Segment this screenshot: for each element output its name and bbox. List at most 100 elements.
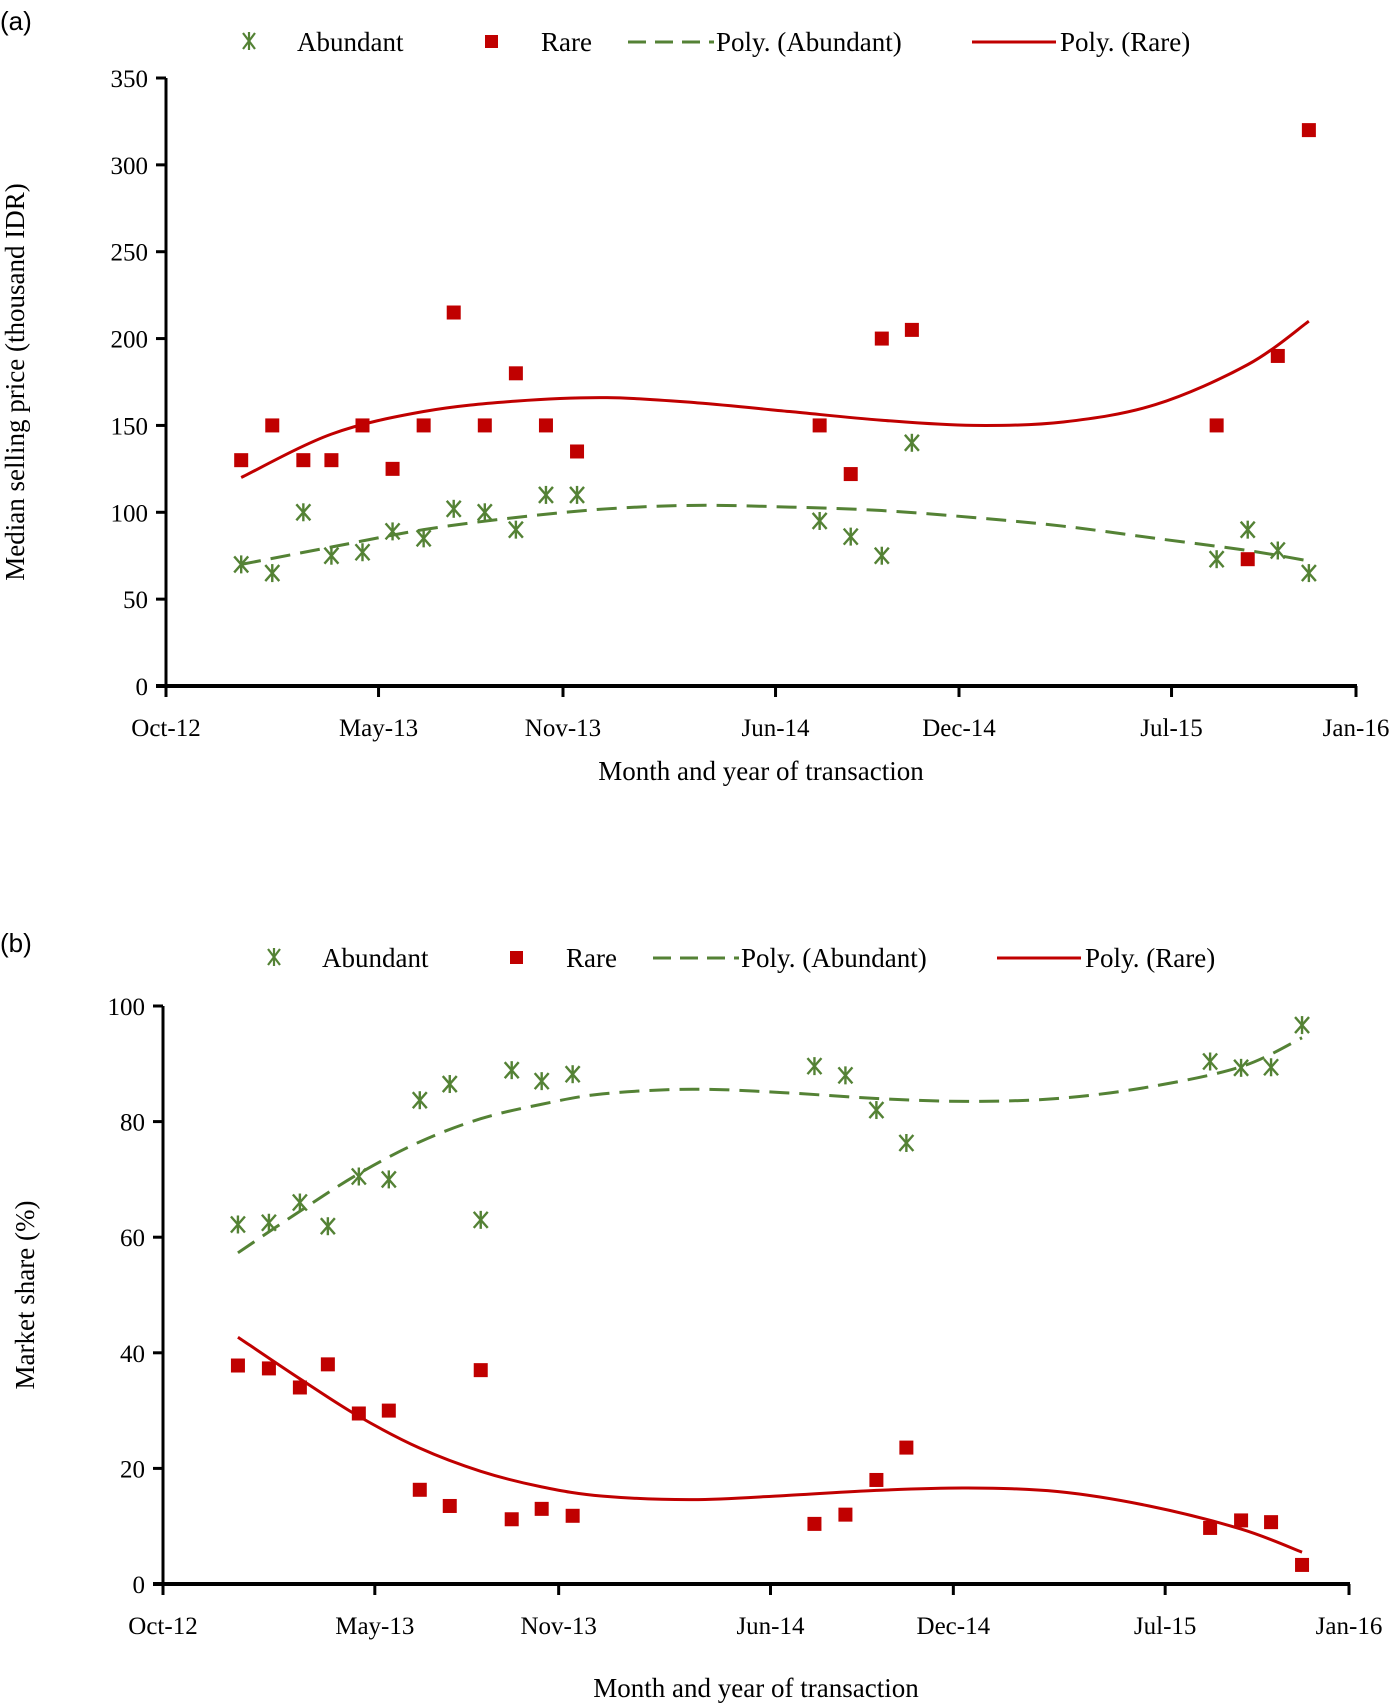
data-point-abundant [264, 564, 281, 583]
y-tick-label: 0 [136, 674, 149, 701]
data-point-abundant [1239, 520, 1256, 539]
data-point-abundant [415, 529, 432, 548]
data-point-rare [838, 1507, 853, 1522]
y-tick-label: 60 [120, 1225, 145, 1252]
data-point-abundant [873, 546, 890, 565]
data-point-abundant [445, 499, 462, 518]
data-point-abundant [319, 1217, 336, 1236]
data-point-abundant [230, 1215, 246, 1234]
data-point-rare [843, 467, 858, 482]
series-poly-rare [240, 319, 1310, 479]
data-point-abundant [898, 1133, 915, 1152]
data-point-abundant [1202, 1052, 1219, 1071]
data-point-rare [324, 453, 339, 468]
data-point-rare [477, 418, 492, 433]
x-tick-label: Jul-15 [1140, 715, 1203, 742]
data-point-rare [234, 453, 249, 468]
data-point-rare [1270, 348, 1285, 363]
y-tick-label: 100 [108, 994, 146, 1021]
y-axis-title: Median selling price (thousand IDR) [0, 183, 30, 580]
legend-square-icon [485, 35, 498, 48]
legend-label-rare: Rare [566, 943, 617, 973]
data-point-rare [261, 1361, 276, 1376]
y-tick-label: 0 [133, 1572, 146, 1599]
legend-label-poly-abundant: Poly. (Abundant) [741, 943, 927, 973]
data-point-rare [1234, 1513, 1249, 1528]
legend: Abundant Rare Poly. (Abundant) Poly. (Rare) [267, 943, 1215, 973]
x-tick-label: Oct-12 [131, 715, 200, 742]
legend: Abundant Rare Poly. (Abundant) Poly. (Rare) [242, 27, 1190, 57]
y-tick-label: 40 [120, 1341, 145, 1368]
data-point-rare [1264, 1515, 1279, 1530]
data-point-abundant [1263, 1058, 1279, 1077]
data-point-rare [446, 305, 461, 320]
series-rare [230, 1357, 1310, 1572]
x-tick-label: Jun-14 [742, 715, 811, 742]
data-point-rare [1295, 1557, 1310, 1572]
data-point-rare [473, 1363, 488, 1378]
x-tick-label: Jun-14 [736, 1613, 805, 1640]
data-point-rare [1240, 552, 1255, 567]
data-point-rare [265, 418, 280, 433]
y-tick-label: 350 [111, 66, 149, 93]
x-tick-label: Jul-15 [1134, 1613, 1197, 1640]
data-point-rare [874, 331, 889, 346]
x-tick-label: Dec-14 [917, 1613, 991, 1640]
series-poly-abundant [240, 503, 1310, 566]
data-point-rare [1301, 123, 1316, 138]
data-point-abundant [354, 543, 371, 562]
y-tick-label: 150 [111, 413, 149, 440]
series-abundant [233, 433, 1317, 583]
y-tick-label: 200 [111, 327, 149, 354]
data-point-abundant [507, 520, 524, 539]
data-point-rare [320, 1357, 335, 1372]
legend-label-poly-abundant: Poly. (Abundant) [716, 27, 902, 57]
data-point-abundant [1269, 541, 1286, 560]
data-point-rare [416, 418, 431, 433]
x-tick-label: May-13 [335, 1613, 414, 1640]
x-tick-label: May-13 [339, 715, 418, 742]
data-point-rare [412, 1482, 427, 1497]
data-point-rare [570, 444, 585, 459]
data-point-abundant [472, 1210, 489, 1229]
y-tick-label: 50 [123, 587, 148, 614]
trendline [237, 1335, 1303, 1554]
data-point-rare [1203, 1520, 1218, 1535]
trendline [237, 1036, 1303, 1255]
data-point-abundant [291, 1193, 308, 1212]
data-point-abundant [441, 1075, 458, 1094]
trendline [240, 503, 1310, 566]
data-point-rare [899, 1440, 914, 1455]
data-point-rare [904, 322, 919, 337]
panel-label: (a) [0, 6, 32, 36]
series-poly-abundant [237, 1036, 1303, 1255]
data-point-abundant [1294, 1016, 1310, 1035]
data-point-rare [538, 418, 553, 433]
data-point-abundant [295, 503, 312, 522]
data-point-abundant [1208, 550, 1225, 569]
data-point-abundant [569, 485, 585, 504]
y-tick-label: 100 [111, 500, 149, 527]
data-point-abundant [837, 1066, 854, 1085]
data-point-abundant [384, 522, 401, 541]
data-point-abundant [564, 1065, 581, 1084]
x-tick-label: Oct-12 [128, 1613, 197, 1640]
data-point-rare [381, 1403, 396, 1418]
data-point-abundant [868, 1101, 885, 1120]
legend-label-poly-rare: Poly. (Rare) [1085, 943, 1215, 973]
x-axis-title: Month and year of transaction [593, 1673, 919, 1703]
legend-square-icon [510, 951, 523, 964]
y-tick-label: 20 [120, 1456, 145, 1483]
data-point-rare [504, 1512, 519, 1527]
data-point-abundant [842, 527, 859, 546]
data-point-rare [385, 461, 400, 476]
trendline [240, 319, 1310, 479]
y-axis-title: Market share (%) [10, 1201, 40, 1390]
legend-asterisk-icon [267, 948, 281, 966]
data-point-abundant [350, 1167, 367, 1186]
data-point-abundant [380, 1170, 397, 1189]
x-axis-title: Month and year of transaction [598, 756, 924, 786]
data-point-rare [292, 1380, 307, 1395]
series-poly-rare [237, 1335, 1303, 1554]
